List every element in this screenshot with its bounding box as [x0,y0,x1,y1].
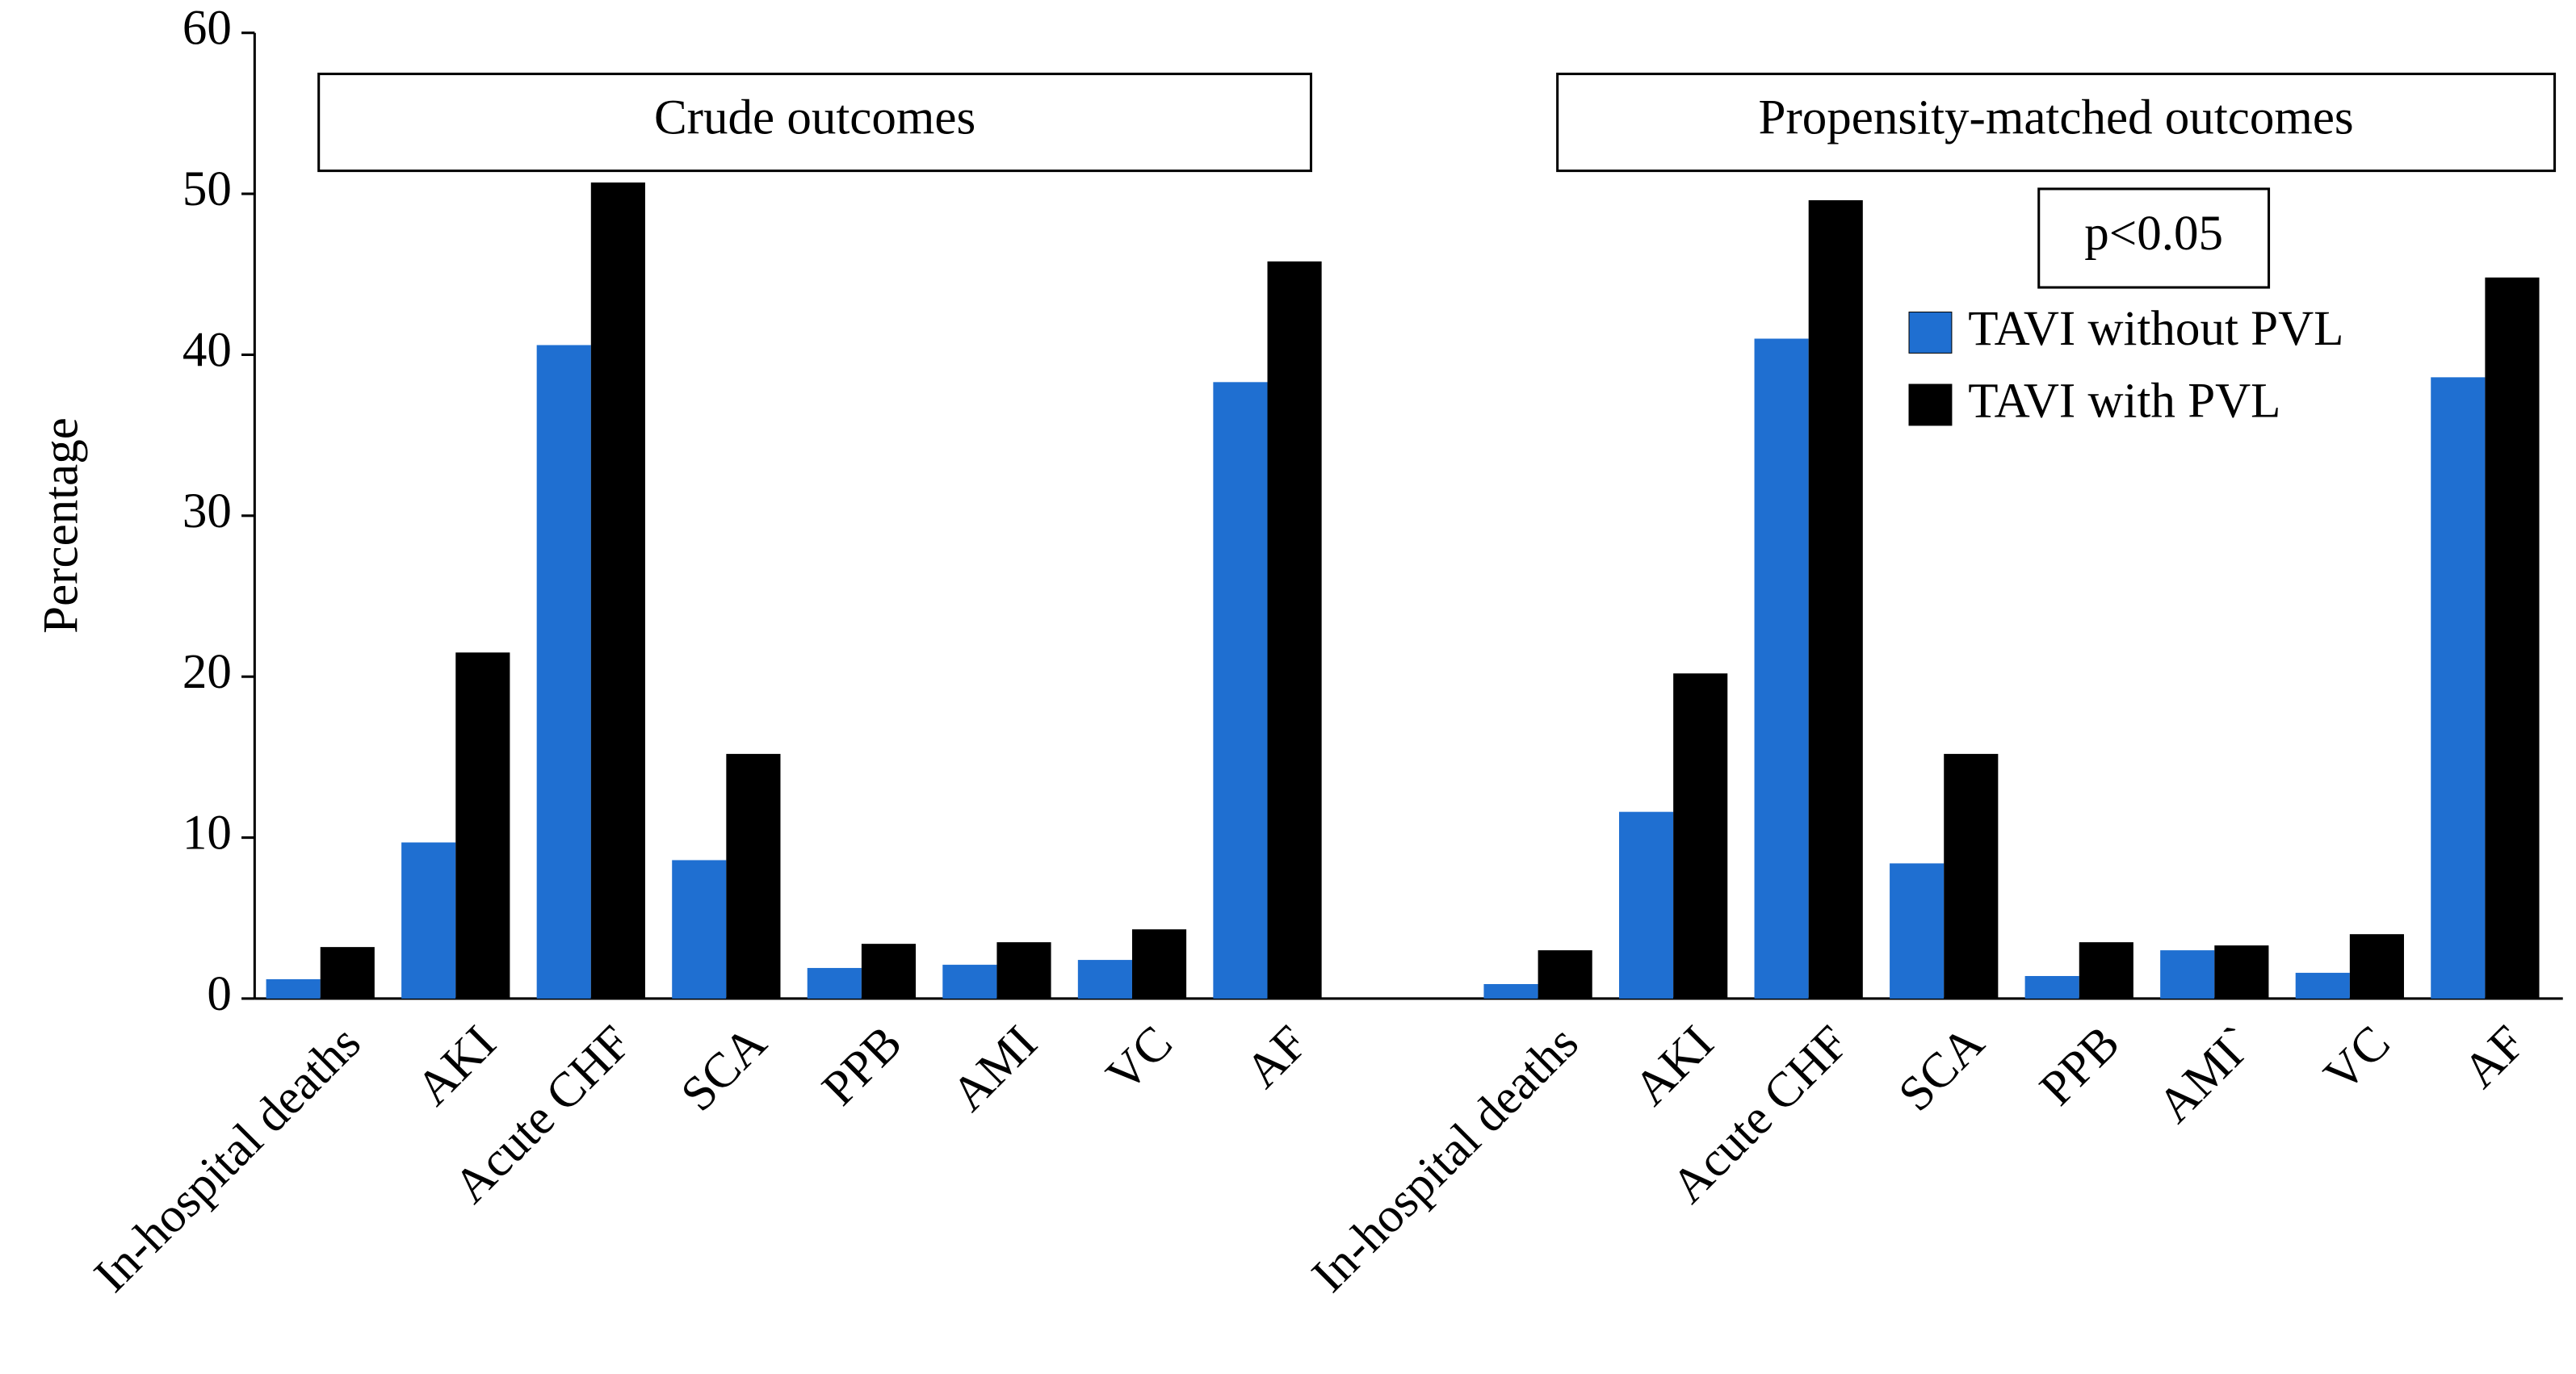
y-axis-label: Percentage [34,417,88,634]
bar [1944,753,1999,999]
bar [2349,934,2404,999]
bar [807,968,862,999]
bar [2160,950,2215,999]
bar [266,979,321,999]
annotation-box [1556,73,2557,173]
bar [1131,929,1187,999]
y-tick-label: 60 [183,2,232,56]
legend-label: TAVI without PVL [1968,302,2343,356]
bar [2079,942,2133,999]
bar [942,965,997,999]
bar [455,652,510,999]
bar [401,842,456,999]
legend-swatch [1908,312,1953,354]
annotation: Crude outcomes [654,91,975,145]
y-tick-label: 40 [183,323,232,377]
bar [536,345,591,999]
y-tick-label: 0 [207,967,232,1021]
bar [1754,338,1809,999]
bar [1673,673,1728,999]
bar [996,942,1051,999]
bar [1267,261,1322,999]
bar [1213,382,1268,999]
annotation-box [317,73,1313,173]
bar [672,860,727,999]
bar [1890,863,1945,999]
bar [726,753,781,999]
bar [1077,960,1132,999]
y-tick-label: 10 [183,806,232,861]
bar [2214,945,2269,999]
annotation-box [2037,187,2271,289]
bar [2024,976,2079,999]
bar [1618,811,1674,999]
bar [2431,377,2486,999]
bar [1808,200,1863,999]
bar [1483,983,1538,999]
bar [320,947,375,999]
bar [590,182,645,999]
bar [2485,277,2540,999]
y-tick-label: 50 [183,162,232,216]
y-tick-label: 20 [183,645,232,699]
annotation: p<0.05 [2084,207,2223,261]
bar [1538,950,1592,999]
legend-swatch [1908,383,1953,426]
bar [2295,973,2350,999]
legend-label: TAVI with PVL [1968,375,2280,429]
bar [861,944,917,999]
annotation: Propensity-matched outcomes [1759,91,2354,145]
y-tick-label: 30 [183,484,232,538]
